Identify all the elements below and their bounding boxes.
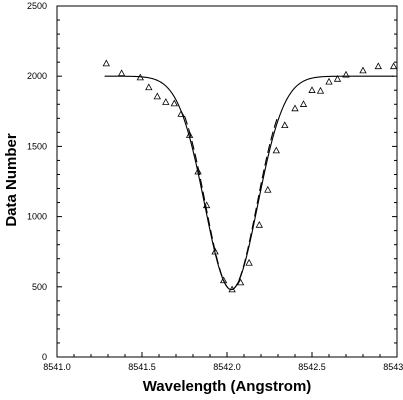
- y-tick-label: 0: [42, 352, 47, 362]
- y-tick-label: 1500: [27, 141, 47, 151]
- y-tick-labels: 0 500 1000 1500 2000 2500: [27, 1, 47, 362]
- data-point-triangle: [272, 146, 280, 154]
- data-point-triangle: [211, 247, 219, 255]
- data-point-triangle: [194, 167, 202, 175]
- data-point-triangle: [316, 86, 325, 94]
- data-point-triangle: [342, 70, 350, 78]
- x-tick-label: 8543.0: [383, 362, 403, 372]
- data-point-triangle: [291, 104, 299, 112]
- data-point-triangle: [117, 69, 126, 77]
- data-point-triangle: [325, 77, 333, 85]
- data-point-triangle: [245, 258, 253, 266]
- data-points: [102, 59, 398, 293]
- plot-frame: [56, 5, 398, 358]
- fit-line-dashed: [183, 115, 279, 291]
- data-point-triangle: [145, 83, 153, 91]
- data-point-triangle: [359, 66, 367, 74]
- x-tick-label: 8542.0: [213, 362, 241, 372]
- plot-border: [56, 5, 398, 358]
- data-point-triangle: [299, 100, 308, 107]
- data-point-triangle: [308, 86, 316, 93]
- data-point-triangle: [389, 62, 398, 70]
- data-point-triangle: [374, 62, 382, 70]
- data-point-triangle: [219, 276, 228, 284]
- data-point-triangle: [185, 131, 194, 138]
- data-point-triangle: [228, 285, 236, 293]
- data-point-triangle: [264, 185, 272, 193]
- data-point-triangle: [333, 74, 342, 82]
- y-tick-label: 500: [32, 282, 47, 292]
- data-point-triangle: [102, 59, 110, 67]
- fit-lines: [104, 75, 394, 291]
- data-point-triangle: [255, 220, 263, 228]
- data-point-triangle: [170, 99, 178, 107]
- y-tick-label: 1000: [27, 212, 47, 222]
- fit-line-solid: [104, 75, 394, 291]
- x-tick-label: 8541.5: [128, 362, 156, 372]
- y-tick-label: 2000: [27, 71, 47, 81]
- x-tick-label: 8542.5: [298, 362, 326, 372]
- y-axis-title: Data Number: [3, 133, 20, 227]
- data-point-triangle: [162, 98, 170, 105]
- x-tick-labels: 8541.0 8541.5 8542.0 8542.5 8543.0: [43, 362, 403, 372]
- data-point-triangle: [236, 278, 245, 286]
- data-point-triangle: [153, 92, 161, 100]
- x-tick-label: 8541.0: [43, 362, 71, 372]
- data-point-triangle: [281, 121, 289, 129]
- y-tick-label: 2500: [27, 1, 47, 11]
- x-axis-title: Wavelength (Angstrom): [143, 378, 312, 395]
- data-point-triangle: [136, 73, 144, 81]
- data-point-triangle: [202, 201, 211, 209]
- data-point-triangle: [177, 110, 185, 117]
